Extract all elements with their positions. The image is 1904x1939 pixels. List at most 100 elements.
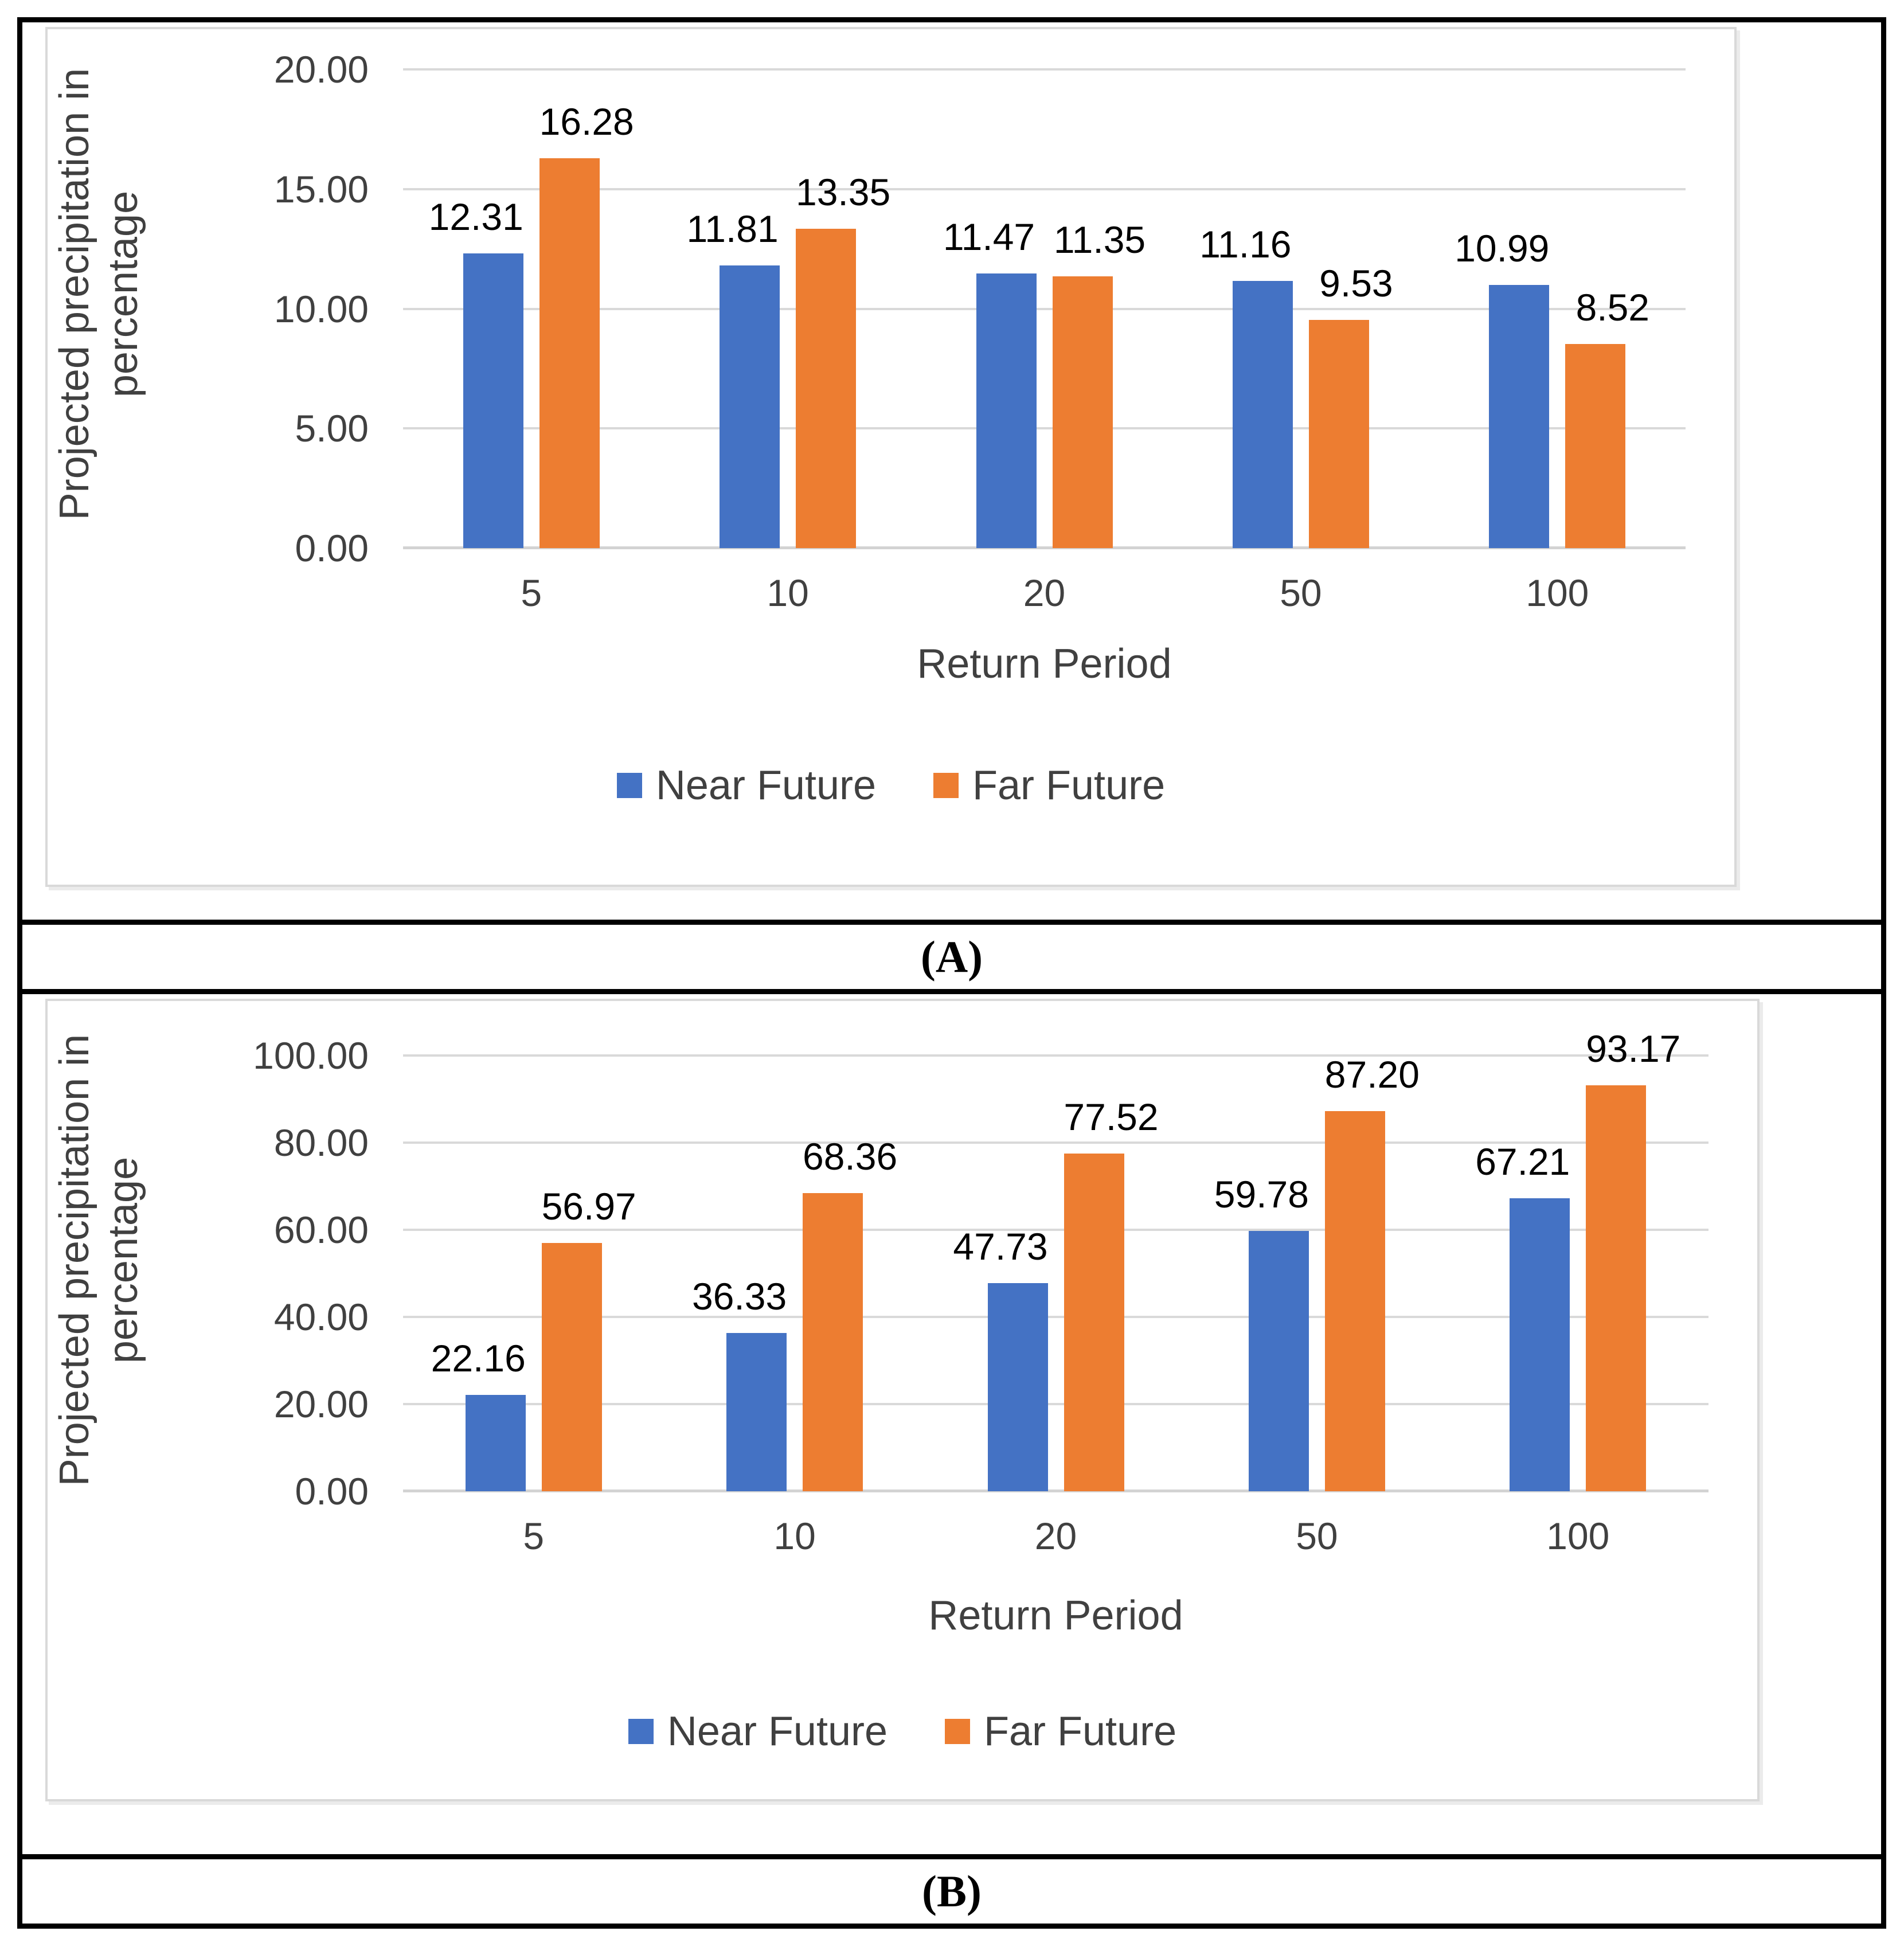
y-axis-title-line: percentage <box>100 191 146 398</box>
chart-main-area: Projected precipitation in percentage 0.00… <box>48 29 1734 569</box>
y-axis-title-line: Projected precipitation in <box>52 68 98 521</box>
gridline <box>403 1403 1708 1405</box>
bar-near-future-100 <box>1510 1198 1570 1491</box>
data-label: 16.28 <box>539 100 634 143</box>
legend-item-near-future: Near Future <box>628 1708 888 1755</box>
legend-label: Near Future <box>667 1709 888 1754</box>
y-axis-title: Projected precipitation in percentage <box>50 1034 148 1486</box>
data-label: 77.52 <box>1064 1096 1159 1138</box>
data-label: 56.97 <box>541 1185 636 1227</box>
data-label: 47.73 <box>953 1225 1048 1268</box>
caption-b: (B) <box>22 1854 1881 1924</box>
bar-far-future-20 <box>1052 276 1113 548</box>
legend-label: Far Future <box>972 763 1166 808</box>
x-axis-title: Return Period <box>917 641 1172 687</box>
bar-near-future-100 <box>1489 285 1550 548</box>
legend-swatch-icon <box>628 1719 654 1744</box>
bar-near-future-5 <box>463 253 523 548</box>
x-axis-tick-label: 5 <box>521 572 542 614</box>
x-axis-tick-labels: 5 10 20 50 100 <box>403 571 1686 615</box>
data-label: 11.35 <box>1053 218 1146 261</box>
chart-b: Projected precipitation in percentage 0.00… <box>45 999 1760 1801</box>
chart-b-cell: Projected precipitation in percentage 0.00… <box>22 994 1881 1854</box>
data-label: 93.17 <box>1586 1027 1681 1070</box>
figure-panel: Projected precipitation in percentage 0.00… <box>17 17 1886 1929</box>
x-axis-tick-label: 20 <box>1034 1515 1077 1557</box>
y-axis-title-line: percentage <box>100 1157 146 1364</box>
x-axis-tick-label: 50 <box>1280 572 1322 614</box>
data-label: 59.78 <box>1214 1173 1309 1215</box>
bar-near-future-10 <box>720 265 780 548</box>
x-axis-tick-label: 100 <box>1546 1515 1610 1557</box>
y-axis-tick-labels: 0.00 20.00 40.00 60.00 80.00 100.00 <box>151 1034 403 1512</box>
gridline <box>403 546 1686 549</box>
bar-far-future-10 <box>796 229 857 548</box>
bar-far-future-5 <box>539 158 600 548</box>
gridline <box>403 1054 1708 1057</box>
data-label: 36.33 <box>692 1275 787 1318</box>
data-label: 10.99 <box>1455 227 1550 269</box>
data-label: 13.35 <box>796 171 891 213</box>
y-axis-title: Projected precipitation in percentage <box>50 68 148 520</box>
data-label: 67.21 <box>1475 1140 1570 1183</box>
bar-near-future-5 <box>465 1395 526 1491</box>
y-axis-tick-label: 80.00 <box>273 1121 369 1164</box>
caption-a: (A) <box>22 920 1881 994</box>
y-axis-tick-label: 15.00 <box>273 167 369 210</box>
bar-far-future-50 <box>1324 1111 1385 1491</box>
y-axis-tick-label: 60.00 <box>273 1209 369 1251</box>
gridline <box>403 1229 1708 1231</box>
x-axis-title: Return Period <box>928 1593 1183 1639</box>
data-label: 68.36 <box>803 1135 898 1178</box>
chart-a-cell: Projected precipitation in percentage 0.00… <box>22 22 1881 920</box>
y-axis-tick-labels: 0.00 5.00 10.00 15.00 20.00 <box>151 48 403 569</box>
data-label: 87.20 <box>1324 1053 1420 1096</box>
bar-far-future-20 <box>1064 1154 1124 1491</box>
x-axis-tick-label: 20 <box>1023 572 1066 614</box>
legend-item-far-future: Far Future <box>945 1708 1176 1755</box>
plot-area: 12.31 11.81 11.47 11.16 10.99 16.28 13.35 11.35… <box>403 68 1686 549</box>
chart-a: Projected precipitation in percentage 0.00… <box>45 27 1737 887</box>
plot-area: 22.16 36.33 47.73 59.78 67.21 56.97 68.36 77.52… <box>403 1027 1708 1492</box>
bar-far-future-10 <box>803 1193 863 1491</box>
y-axis-tick-label: 10.00 <box>273 287 369 330</box>
y-axis-tick-label: 0.00 <box>295 1470 369 1512</box>
data-label: 12.31 <box>428 196 523 238</box>
data-label: 11.16 <box>1199 223 1292 265</box>
caption-b-text: (B) <box>922 1866 982 1916</box>
y-axis-tick-label: 20.00 <box>273 48 369 91</box>
y-axis-title-column: Projected precipitation in percentage <box>48 68 151 548</box>
legend-label: Far Future <box>984 1709 1177 1754</box>
gridline <box>403 187 1686 190</box>
bar-near-future-10 <box>726 1333 787 1491</box>
gridline <box>403 68 1686 71</box>
gridline <box>403 1316 1708 1318</box>
y-axis-tick-label: 20.00 <box>273 1383 369 1425</box>
x-axis-tick-label: 10 <box>767 572 809 614</box>
legend-label: Near Future <box>655 763 877 808</box>
y-axis-title-line: Projected precipitation in <box>52 1034 98 1487</box>
legend: Near Future Far Future <box>48 1708 1757 1755</box>
chart-main-area: Projected precipitation in percentage 0.00… <box>48 1001 1757 1512</box>
y-axis-tick-label: 40.00 <box>273 1296 369 1338</box>
bar-far-future-50 <box>1308 320 1369 548</box>
legend: Near Future Far Future <box>48 762 1734 809</box>
y-axis-tick-label: 100.00 <box>253 1034 369 1077</box>
x-axis-tick-label: 5 <box>523 1515 545 1557</box>
data-label: 8.52 <box>1575 286 1650 329</box>
bar-near-future-20 <box>987 1283 1048 1491</box>
bar-near-future-50 <box>1248 1231 1309 1491</box>
y-axis-title-column: Projected precipitation in percentage <box>48 1034 151 1491</box>
y-axis-tick-label: 0.00 <box>295 527 369 569</box>
bar-far-future-100 <box>1586 1085 1647 1491</box>
legend-item-far-future: Far Future <box>933 762 1165 809</box>
gridline <box>403 1490 1708 1492</box>
data-label: 22.16 <box>431 1337 526 1379</box>
legend-swatch-icon <box>933 773 959 798</box>
legend-item-near-future: Near Future <box>616 762 877 809</box>
bar-near-future-50 <box>1232 281 1293 548</box>
legend-swatch-icon <box>945 1719 971 1744</box>
data-label: 11.81 <box>686 208 779 250</box>
gridline <box>403 1141 1708 1144</box>
bar-near-future-20 <box>976 273 1037 548</box>
